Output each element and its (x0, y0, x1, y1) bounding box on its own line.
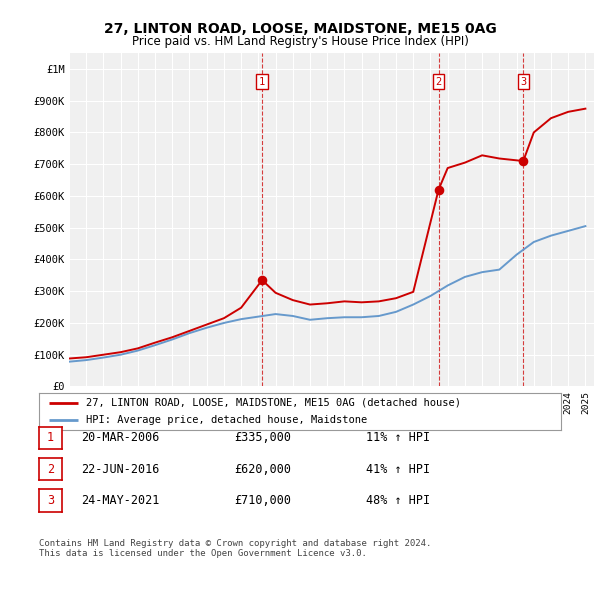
Text: Contains HM Land Registry data © Crown copyright and database right 2024.: Contains HM Land Registry data © Crown c… (39, 539, 431, 548)
Text: £335,000: £335,000 (234, 431, 291, 444)
Text: This data is licensed under the Open Government Licence v3.0.: This data is licensed under the Open Gov… (39, 549, 367, 558)
Text: 41% ↑ HPI: 41% ↑ HPI (366, 463, 430, 476)
Text: 2: 2 (47, 463, 54, 476)
Text: 24-MAY-2021: 24-MAY-2021 (81, 494, 160, 507)
Text: 11% ↑ HPI: 11% ↑ HPI (366, 431, 430, 444)
Text: 1: 1 (259, 77, 265, 87)
Text: 3: 3 (520, 77, 526, 87)
Text: £620,000: £620,000 (234, 463, 291, 476)
Text: HPI: Average price, detached house, Maidstone: HPI: Average price, detached house, Maid… (86, 415, 367, 425)
Text: 48% ↑ HPI: 48% ↑ HPI (366, 494, 430, 507)
Text: 2: 2 (436, 77, 442, 87)
Text: Price paid vs. HM Land Registry's House Price Index (HPI): Price paid vs. HM Land Registry's House … (131, 35, 469, 48)
Text: 3: 3 (47, 494, 54, 507)
Text: £710,000: £710,000 (234, 494, 291, 507)
Text: 22-JUN-2016: 22-JUN-2016 (81, 463, 160, 476)
Text: 1: 1 (47, 431, 54, 444)
Text: 27, LINTON ROAD, LOOSE, MAIDSTONE, ME15 0AG: 27, LINTON ROAD, LOOSE, MAIDSTONE, ME15 … (104, 22, 496, 37)
Point (518, 156, 528, 166)
Point (434, 185, 443, 194)
Point (257, 276, 267, 285)
Text: 20-MAR-2006: 20-MAR-2006 (81, 431, 160, 444)
Text: 27, LINTON ROAD, LOOSE, MAIDSTONE, ME15 0AG (detached house): 27, LINTON ROAD, LOOSE, MAIDSTONE, ME15 … (86, 398, 461, 408)
